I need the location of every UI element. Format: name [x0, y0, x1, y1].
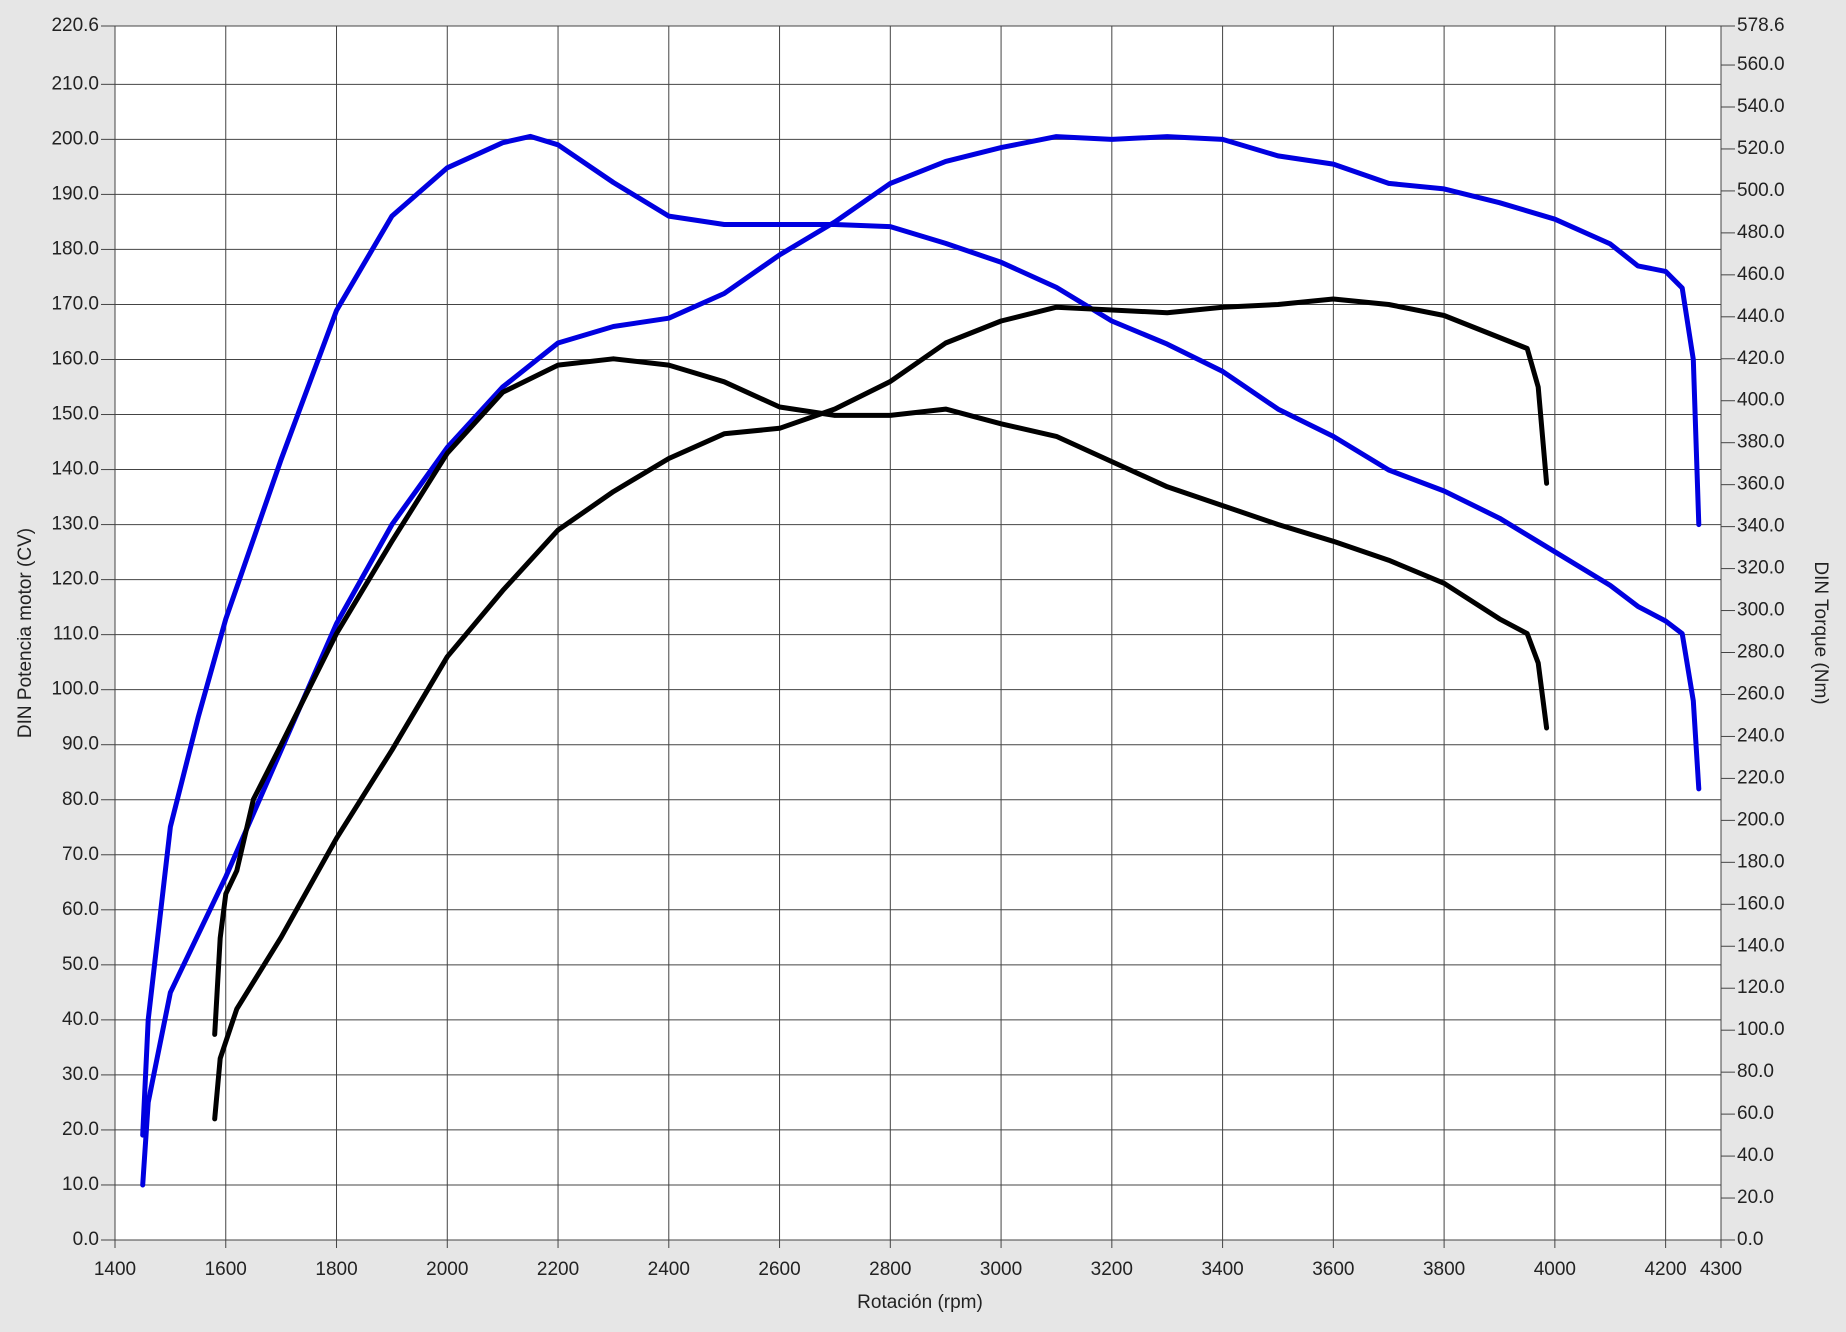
y-tick-label: 10.0 — [62, 1174, 99, 1195]
y2-tick-label: 0.0 — [1737, 1229, 1763, 1250]
y-tick-label: 90.0 — [62, 734, 99, 755]
series-line — [212, 296, 1550, 1122]
y-tick-label: 220.6 — [51, 15, 99, 36]
y2-tick-label: 60.0 — [1737, 1103, 1774, 1124]
y2-tick-label: 120.0 — [1737, 977, 1785, 998]
y2-tick-label: 520.0 — [1737, 138, 1785, 159]
y-tick-label: 120.0 — [51, 569, 99, 590]
y2-tick-label: 540.0 — [1737, 96, 1785, 117]
x-tick-label: 1400 — [94, 1259, 136, 1280]
x-tick-label: 2200 — [537, 1259, 579, 1280]
y2-tick-label: 460.0 — [1737, 264, 1785, 285]
x-tick-label: 3200 — [1091, 1259, 1133, 1280]
y2-tick-label: 240.0 — [1737, 725, 1785, 746]
y-tick-label: 20.0 — [62, 1119, 99, 1140]
y2-tick-label: 560.0 — [1737, 54, 1785, 75]
y-tick-label: 50.0 — [62, 954, 99, 975]
series-line — [212, 356, 1550, 1037]
plot-area — [114, 25, 1722, 1241]
x-tick-label: 2000 — [426, 1259, 468, 1280]
y-tick-label: 80.0 — [62, 789, 99, 810]
y-tick-label: 200.0 — [51, 128, 99, 149]
y2-tick-label: 300.0 — [1737, 600, 1785, 621]
x-axis-label: Rotación (rpm) — [857, 1292, 983, 1313]
x-tick-label: 1800 — [315, 1259, 357, 1280]
y2-tick-label: 420.0 — [1737, 348, 1785, 369]
y-tick-label: 130.0 — [51, 514, 99, 535]
y2-tick-label: 200.0 — [1737, 809, 1785, 830]
y2-tick-label: 220.0 — [1737, 767, 1785, 788]
y2-tick-label: 140.0 — [1737, 935, 1785, 956]
y2-tick-label: 260.0 — [1737, 683, 1785, 704]
y2-tick-label: 500.0 — [1737, 180, 1785, 201]
x-tick-label: 3400 — [1201, 1259, 1243, 1280]
series-line — [140, 134, 1702, 1188]
y-tick-label: 60.0 — [62, 899, 99, 920]
x-tick-label: 3000 — [980, 1259, 1022, 1280]
y-tick-label: 160.0 — [51, 349, 99, 370]
y-tick-label: 150.0 — [51, 404, 99, 425]
y2-axis-label: DIN Torque (Nm) — [1810, 561, 1831, 704]
y2-tick-label: 400.0 — [1737, 390, 1785, 411]
y-tick-label: 100.0 — [51, 679, 99, 700]
x-tick-label: 4200 — [1644, 1259, 1686, 1280]
y2-tick-label: 320.0 — [1737, 558, 1785, 579]
y2-tick-label: 40.0 — [1737, 1145, 1774, 1166]
y2-tick-label: 180.0 — [1737, 851, 1785, 872]
y-tick-label: 210.0 — [51, 73, 99, 94]
y2-tick-label: 480.0 — [1737, 222, 1785, 243]
y2-tick-label: 360.0 — [1737, 474, 1785, 495]
y-tick-label: 0.0 — [73, 1229, 99, 1250]
x-tick-label: 1600 — [205, 1259, 247, 1280]
y2-tick-label: 160.0 — [1737, 893, 1785, 914]
x-tick-label: 3600 — [1312, 1259, 1354, 1280]
y2-tick-label: 80.0 — [1737, 1061, 1774, 1082]
y2-tick-label: 100.0 — [1737, 1019, 1785, 1040]
y2-tick-label: 340.0 — [1737, 516, 1785, 537]
y-axis-label: DIN Potencia motor (CV) — [15, 528, 36, 738]
y-tick-label: 110.0 — [53, 624, 99, 645]
y-tick-label: 140.0 — [51, 459, 99, 480]
x-tick-label: 2400 — [648, 1259, 690, 1280]
x-tick-label: 2800 — [869, 1259, 911, 1280]
y-tick-label: 170.0 — [51, 293, 99, 314]
y2-tick-label: 380.0 — [1737, 432, 1785, 453]
y2-tick-label: 440.0 — [1737, 306, 1785, 327]
y2-tick-label: 20.0 — [1737, 1187, 1774, 1208]
x-tick-label: 3800 — [1423, 1259, 1465, 1280]
x-tick-label: 4300 — [1700, 1259, 1742, 1280]
x-tick-label: 2600 — [758, 1259, 800, 1280]
x-tick-label: 4000 — [1534, 1259, 1576, 1280]
y2-tick-label: 280.0 — [1737, 642, 1785, 663]
series-line — [140, 133, 1702, 1138]
y-tick-label: 40.0 — [62, 1009, 99, 1030]
y-tick-label: 30.0 — [62, 1064, 99, 1085]
y-tick-label: 180.0 — [51, 238, 99, 259]
y2-tick-label: 578.6 — [1737, 15, 1785, 36]
y-tick-label: 70.0 — [62, 844, 99, 865]
y-tick-label: 190.0 — [51, 183, 99, 204]
